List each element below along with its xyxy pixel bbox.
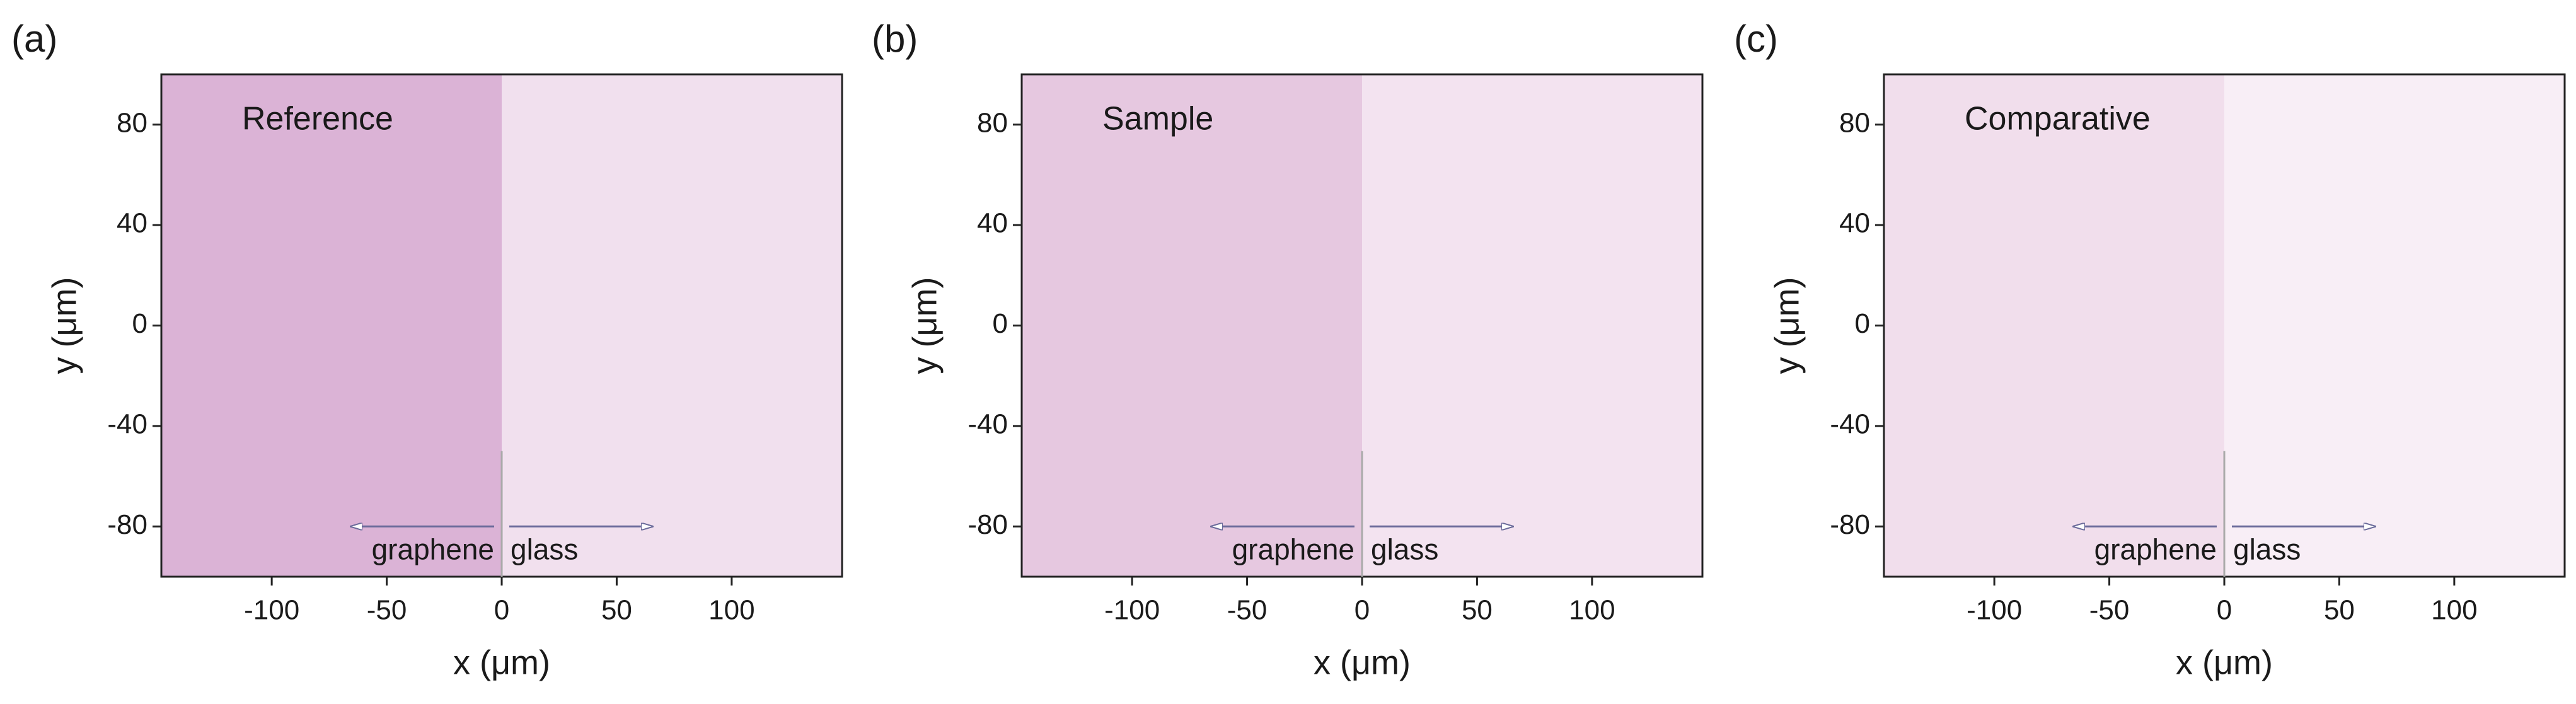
panel: -100 -50 0 50 100 -80 -40 0 40 80 x (μm) y (μm) (c) C… xyxy=(1734,18,2566,681)
x-tick-label: 0 xyxy=(494,595,509,626)
x-tick-label: 0 xyxy=(1354,595,1370,626)
x-tick-label: -50 xyxy=(367,595,407,626)
x-tick-label: -50 xyxy=(1227,595,1268,626)
y-tick-label: 40 xyxy=(1839,208,1870,239)
y-tick-label: -80 xyxy=(107,509,147,540)
y-tick-label: -80 xyxy=(1830,509,1870,540)
x-tick-label: 50 xyxy=(1462,595,1493,626)
panel-title: Comparative xyxy=(1965,101,2151,137)
y-axis-label: y (μm) xyxy=(1768,277,1806,374)
x-axis-label: x (μm) xyxy=(2176,643,2273,681)
y-tick-label: 80 xyxy=(977,107,1008,138)
x-axis-label: x (μm) xyxy=(453,643,550,681)
x-tick-label: 100 xyxy=(708,595,754,626)
y-tick-label: 40 xyxy=(977,208,1008,239)
annotation: glass xyxy=(1371,533,1438,565)
x-tick-label: -100 xyxy=(1104,595,1160,626)
x-tick-label: 100 xyxy=(1569,595,1615,626)
y-tick-label: 80 xyxy=(117,107,147,138)
y-tick-label: -40 xyxy=(107,409,147,440)
x-tick-label: -100 xyxy=(1967,595,2022,626)
annotation: graphene xyxy=(1232,533,1354,565)
panel-label: (a) xyxy=(11,18,57,60)
annotation: glass xyxy=(511,533,578,565)
panel-label: (c) xyxy=(1734,18,1778,60)
y-tick-label: 80 xyxy=(1839,107,1870,138)
panel-title: Sample xyxy=(1102,101,1213,137)
y-tick-label: 0 xyxy=(132,308,147,339)
y-tick-label: 0 xyxy=(993,308,1008,339)
x-tick-label: -100 xyxy=(244,595,299,626)
x-axis-label: x (μm) xyxy=(1314,643,1411,681)
annotation: graphene xyxy=(2094,533,2217,565)
x-tick-label: 50 xyxy=(2324,595,2355,626)
panel-title: Reference xyxy=(242,101,393,137)
annotation: graphene xyxy=(372,533,494,565)
annotation: glass xyxy=(2233,533,2301,565)
y-axis-label: y (μm) xyxy=(906,277,944,374)
x-tick-label: 0 xyxy=(2217,595,2232,626)
y-tick-label: -80 xyxy=(967,509,1008,540)
panel: -100 -50 0 50 100 -80 -40 0 40 80 x (μm) y (μm) (b) S… xyxy=(872,18,1704,681)
panel: -100 -50 0 50 100 -80 -40 0 40 80 x (μm) y (μm) (a) R… xyxy=(11,18,843,681)
y-tick-label: 40 xyxy=(117,208,147,239)
y-axis-label: y (μm) xyxy=(45,277,83,374)
y-tick-label: 0 xyxy=(1855,308,1870,339)
x-tick-label: -50 xyxy=(2089,595,2130,626)
x-tick-label: 100 xyxy=(2431,595,2477,626)
y-tick-label: -40 xyxy=(967,409,1008,440)
panel-label: (b) xyxy=(872,18,918,60)
x-tick-label: 50 xyxy=(601,595,632,626)
y-tick-label: -40 xyxy=(1830,409,1870,440)
